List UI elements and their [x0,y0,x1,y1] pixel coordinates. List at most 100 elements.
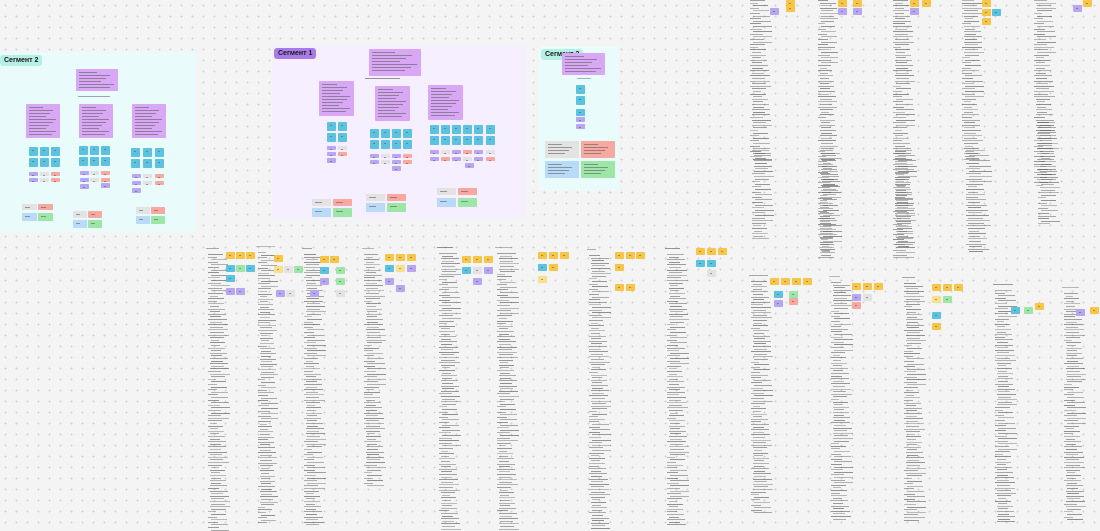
transcript-tag-note[interactable] [1024,307,1033,314]
segment-1-insight-note[interactable] [370,140,379,149]
transcript-tag-note[interactable] [462,256,471,263]
segment-1-tag-note[interactable] [430,157,439,161]
segment-1-tag-note[interactable] [403,154,412,158]
segment-2-persona-note[interactable] [79,104,113,138]
segment-2-tag-note[interactable] [29,172,38,176]
segment-1-insight-note[interactable] [463,125,472,134]
segment-1-insight-note[interactable] [463,136,472,145]
transcript-tag-note[interactable] [943,296,952,303]
transcript-tag-note[interactable] [407,265,416,272]
transcript-tag-note[interactable] [982,9,991,16]
segment-2-tag-note[interactable] [155,181,164,185]
transcript-tag-note[interactable] [853,8,862,15]
segment-1-quadrant-note[interactable] [458,188,477,195]
transcript-tag-note[interactable] [910,8,919,15]
segment-3-quadrant-note[interactable] [581,161,615,178]
segment-2-insight-note[interactable] [155,159,164,168]
segment-1-tag-note[interactable] [392,166,401,171]
segment-2-tag-note[interactable] [101,183,110,188]
transcript-tag-note[interactable] [236,265,245,272]
segment-2-quadrant-note[interactable] [88,220,102,228]
segment-1-insight-note[interactable] [474,136,483,145]
segment-2-tag-note[interactable] [101,178,110,182]
transcript-tag-note[interactable] [707,270,716,277]
segment-1-tag-note[interactable] [486,157,495,161]
transcript-tag-note[interactable] [1083,0,1092,7]
segment-2-insight-note[interactable] [51,147,60,156]
segment-2-quadrant-note[interactable] [22,204,37,210]
transcript-tag-note[interactable] [932,284,941,291]
transcript-tag-note[interactable] [770,278,779,285]
segment-1-tag-note[interactable] [441,150,450,154]
segment-1-persona-note[interactable] [319,81,354,116]
transcript-tag-note[interactable] [707,248,716,255]
interview-title[interactable] [902,277,932,280]
transcript-tag-note[interactable] [1073,5,1082,12]
segment-2-quadrant-note[interactable] [38,213,53,221]
segment-1-insight-note[interactable] [452,125,461,134]
segment-2-insight-note[interactable] [40,147,49,156]
segment-2-tag-note[interactable] [132,181,141,185]
transcript-tag-note[interactable] [696,260,705,267]
transcript-tag-note[interactable] [538,252,547,259]
interview-transcript-column[interactable] [364,254,386,488]
transcript-tag-note[interactable] [236,288,245,295]
segment-2-quadrant-note[interactable] [136,207,150,214]
segment-1-tag-note[interactable] [327,152,336,156]
segment-1-tag-note[interactable] [370,160,379,164]
segment-2-tag-note[interactable] [40,178,49,182]
transcript-tag-note[interactable] [792,278,801,285]
segment-3-insight-note[interactable] [576,85,585,94]
transcript-tag-note[interactable] [320,267,329,274]
transcript-tag-note[interactable] [838,8,847,15]
segment-1-insight-note[interactable] [441,125,450,134]
transcript-tag-note[interactable] [852,302,861,309]
transcript-tag-note[interactable] [786,0,795,7]
segment-2-tag-note[interactable] [90,178,99,182]
transcript-tag-note[interactable] [954,284,963,291]
segment-1-insight-note[interactable] [430,136,439,145]
transcript-tag-note[interactable] [874,283,883,290]
interview-transcript-column[interactable] [752,150,774,241]
segment-1-quadrant-note[interactable] [387,203,406,212]
segment-1-insight-note[interactable] [403,140,412,149]
transcript-tag-note[interactable] [274,255,283,262]
segment-1-insight-note[interactable] [338,133,347,142]
segment-3-insight-note[interactable] [576,96,585,105]
segment-1-tag-note[interactable] [430,150,439,154]
segment-1-tag-note[interactable] [465,163,474,168]
transcript-tag-note[interactable] [396,265,405,272]
interview-transcript-column[interactable] [208,254,230,531]
segment-1-heading-line[interactable] [365,78,415,81]
transcript-tag-note[interactable] [696,248,705,255]
segment-2-tag-note[interactable] [155,174,164,178]
interview-transcript-column[interactable] [439,253,461,531]
transcript-tag-note[interactable] [396,254,405,261]
transcript-tag-note[interactable] [274,266,283,273]
transcript-tag-note[interactable] [246,265,255,272]
segment-1-tag-note[interactable] [441,157,450,161]
interview-transcript-column[interactable] [667,254,689,527]
segment-1-insight-note[interactable] [403,129,412,138]
segment-1-insight-note[interactable] [486,136,495,145]
interview-transcript-column[interactable] [995,290,1017,524]
transcript-tag-note[interactable] [484,256,493,263]
segment-3-summary-note[interactable] [562,53,605,75]
segment-2-summary-note[interactable] [76,69,118,91]
segment-1-quadrant-note[interactable] [312,208,331,217]
transcript-tag-note[interactable] [538,264,547,271]
transcript-tag-note[interactable] [246,252,255,259]
segment-1-quadrant-note[interactable] [458,198,477,207]
interview-title[interactable] [749,275,779,278]
segment-2-insight-note[interactable] [143,148,152,157]
segment-2-insight-note[interactable] [51,158,60,167]
segment-2-quadrant-note[interactable] [151,216,165,224]
transcript-tag-note[interactable] [226,252,235,259]
transcript-tag-note[interactable] [1076,309,1085,316]
interview-transcript-column[interactable] [895,150,917,249]
transcript-tag-note[interactable] [336,278,345,285]
segment-2-tag-note[interactable] [51,178,60,182]
transcript-tag-note[interactable] [1035,303,1044,310]
transcript-tag-note[interactable] [852,283,861,290]
